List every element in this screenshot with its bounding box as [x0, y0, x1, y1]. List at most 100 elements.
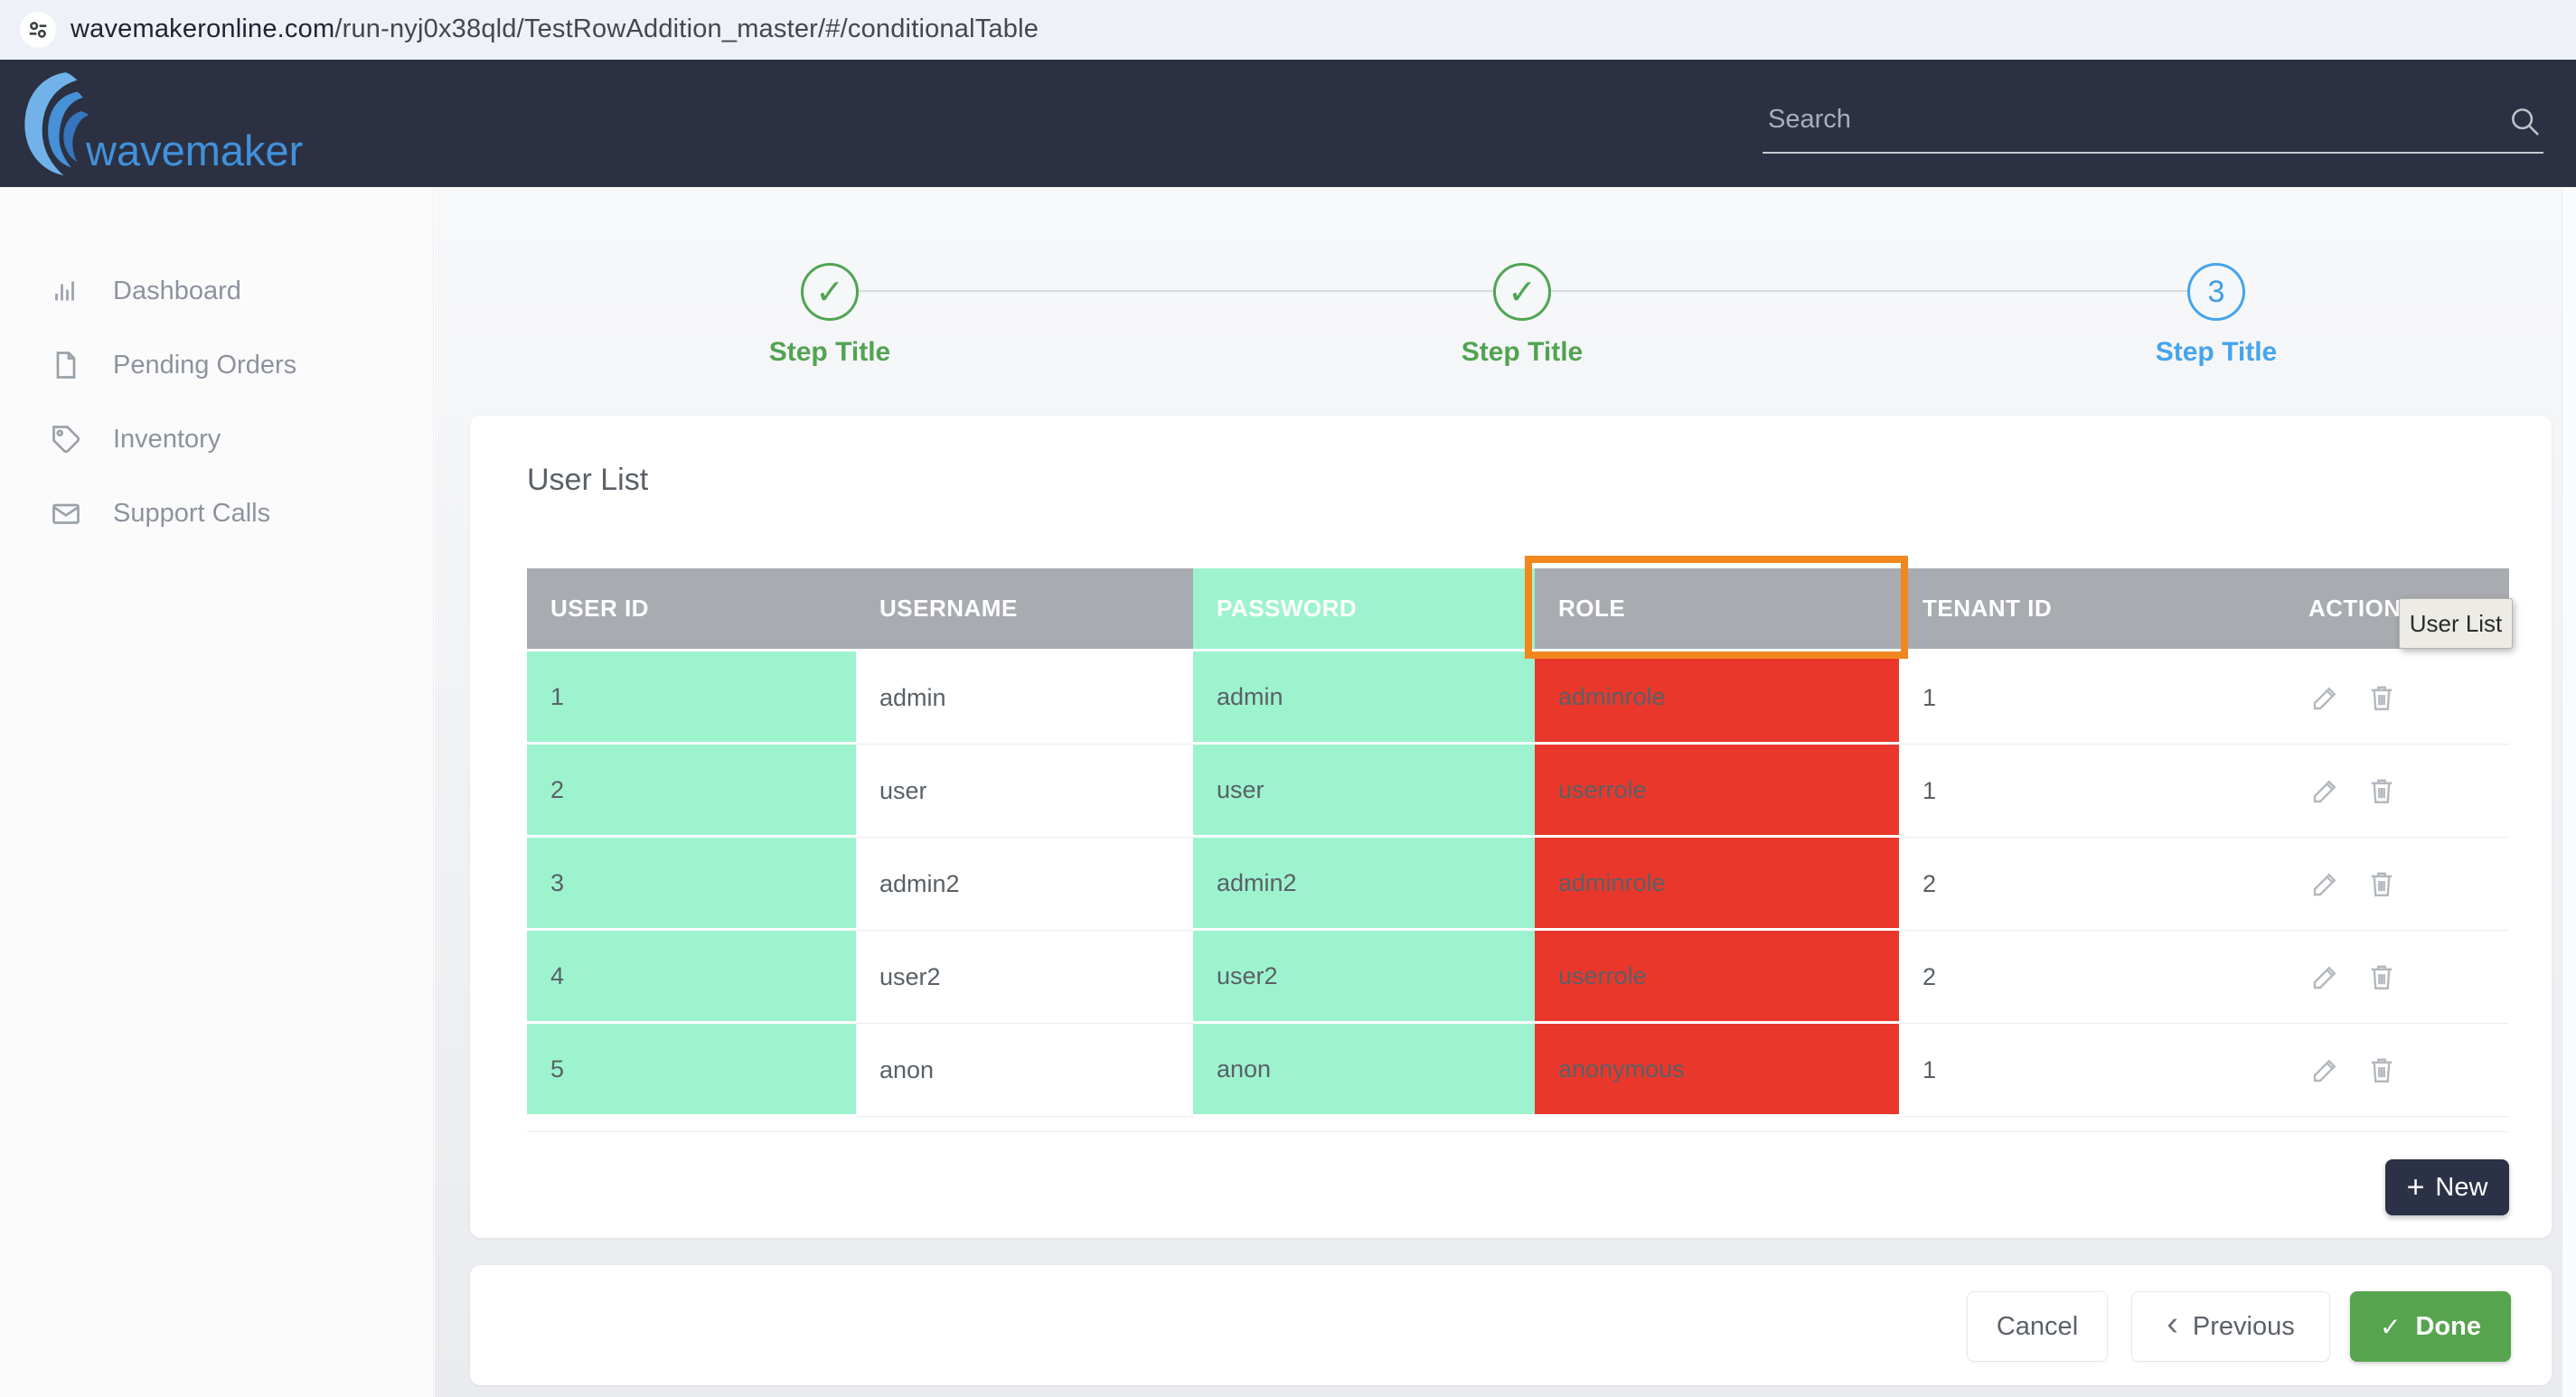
- cell-tenant_id: 1: [1899, 1024, 2220, 1117]
- url-path: /run-nyj0x38qld/TestRowAddition_master/#…: [334, 14, 1039, 43]
- user-table: USER ID USERNAME PASSWORD ROLE TENANT ID ACTI…: [527, 568, 2509, 1117]
- sidebar-item-label: Inventory: [113, 424, 221, 454]
- step-done-check-icon[interactable]: ✓: [801, 263, 859, 321]
- step-number-badge[interactable]: 3: [2187, 263, 2245, 321]
- sidebar-item-support-calls[interactable]: Support Calls: [0, 476, 433, 550]
- table-tooltip: User List: [2399, 598, 2513, 649]
- search-icon[interactable]: [2507, 104, 2542, 143]
- cell-username: admin2: [856, 838, 1193, 931]
- delete-row-button[interactable]: [2364, 960, 2399, 994]
- envelope-icon: [52, 503, 80, 524]
- sidebar-item-dashboard[interactable]: Dashboard: [0, 254, 433, 328]
- url-host: wavemakeronline.com: [71, 14, 335, 43]
- wizard-step-1[interactable]: ✓ Step Title: [694, 263, 965, 368]
- done-button[interactable]: ✓ Done: [2350, 1291, 2511, 1362]
- edit-row-button[interactable]: [2308, 867, 2343, 901]
- wizard-footer-bar: Cancel ‹ Previous ✓ Done: [470, 1265, 2552, 1385]
- trash-icon: [2371, 779, 2393, 803]
- cell-actions: [2220, 838, 2509, 931]
- cell-tenant_id: 2: [1899, 931, 2220, 1024]
- cell-actions: [2220, 931, 2509, 1024]
- tag-icon: [52, 426, 80, 454]
- column-header-tenant_id[interactable]: TENANT ID: [1899, 568, 2220, 652]
- logo-wordmark: wavemaker: [86, 127, 304, 174]
- address-bar[interactable]: wavemakeronline.com/run-nyj0x38qld/TestR…: [0, 0, 2576, 61]
- panel-divider: [527, 1131, 2509, 1132]
- site-settings-icon[interactable]: [20, 12, 56, 48]
- cell-user_id: 2: [527, 745, 856, 838]
- search-input[interactable]: [1763, 87, 2487, 152]
- cell-role: anonymous: [1535, 1024, 1899, 1117]
- trash-icon: [2371, 1058, 2393, 1083]
- delete-row-button[interactable]: [2364, 867, 2399, 901]
- column-header-username[interactable]: USERNAME: [856, 568, 1193, 652]
- cell-role: adminrole: [1535, 838, 1899, 931]
- cell-role: adminrole: [1535, 652, 1899, 745]
- trash-icon: [2371, 965, 2393, 989]
- cell-tenant_id: 1: [1899, 745, 2220, 838]
- cell-user_id: 5: [527, 1024, 856, 1117]
- chevron-left-icon: ‹: [2167, 1305, 2178, 1343]
- document-icon: [56, 352, 76, 379]
- cell-username: anon: [856, 1024, 1193, 1117]
- trash-icon: [2371, 686, 2393, 710]
- cell-tenant_id: 2: [1899, 838, 2220, 931]
- cell-actions: [2220, 745, 2509, 838]
- previous-button[interactable]: ‹ Previous: [2131, 1291, 2330, 1362]
- sidebar-item-label: Support Calls: [113, 498, 271, 528]
- sidebar-item-label: Pending Orders: [113, 350, 297, 380]
- step-done-check-icon[interactable]: ✓: [1493, 263, 1551, 321]
- cell-password: anon: [1193, 1024, 1535, 1117]
- edit-row-button[interactable]: [2308, 960, 2343, 994]
- wavemaker-wave-icon: [24, 72, 89, 175]
- sidebar-nav: Dashboard Pending Orders Inventory Suppo…: [0, 187, 434, 1397]
- wizard-step-2[interactable]: ✓ Step Title: [1387, 263, 1658, 368]
- column-header-password[interactable]: PASSWORD: [1193, 568, 1535, 652]
- cancel-button[interactable]: Cancel: [1967, 1291, 2108, 1362]
- delete-row-button[interactable]: [2364, 774, 2399, 808]
- check-icon: ✓: [2380, 1312, 2402, 1341]
- step-title: Step Title: [2155, 337, 2278, 367]
- cell-password: user2: [1193, 931, 1535, 1024]
- tune-icon: [29, 22, 47, 38]
- cell-password: admin: [1193, 652, 1535, 745]
- user-list-panel: User List USER ID USERNAME PASSWORD ROLE TEN…: [470, 416, 2552, 1238]
- cell-actions: [2220, 652, 2509, 745]
- plus-icon: +: [2406, 1170, 2425, 1205]
- cell-role: userrole: [1535, 931, 1899, 1024]
- panel-title: User List: [527, 463, 649, 497]
- delete-row-button[interactable]: [2364, 1053, 2399, 1087]
- bar-chart-icon: [55, 281, 74, 301]
- sidebar-item-label: Dashboard: [113, 276, 241, 305]
- pencil-icon: [2313, 1059, 2336, 1083]
- cell-password: user: [1193, 745, 1535, 838]
- sidebar-item-inventory[interactable]: Inventory: [0, 402, 433, 476]
- wizard-step-3[interactable]: 3 Step Title: [2081, 263, 2352, 368]
- pencil-icon: [2313, 687, 2336, 710]
- new-button[interactable]: + New: [2385, 1159, 2509, 1215]
- column-header-user_id[interactable]: USER ID: [527, 568, 856, 652]
- cell-username: admin: [856, 652, 1193, 745]
- app-logo[interactable]: wavemaker: [21, 70, 303, 177]
- edit-row-button[interactable]: [2308, 680, 2343, 715]
- search-box[interactable]: [1763, 87, 2543, 154]
- cell-password: admin2: [1193, 838, 1535, 931]
- delete-row-button[interactable]: [2364, 680, 2399, 715]
- cell-user_id: 3: [527, 838, 856, 931]
- pencil-icon: [2313, 966, 2336, 989]
- column-header-role[interactable]: ROLE: [1535, 568, 1899, 652]
- step-title: Step Title: [768, 337, 891, 367]
- vertical-scrollbar[interactable]: [2562, 187, 2576, 1397]
- cell-username: user: [856, 745, 1193, 838]
- pencil-icon: [2313, 780, 2336, 803]
- pencil-icon: [2313, 873, 2336, 896]
- sidebar-item-pending-orders[interactable]: Pending Orders: [0, 328, 433, 402]
- cell-tenant_id: 1: [1899, 652, 2220, 745]
- step-title: Step Title: [1461, 337, 1584, 367]
- edit-row-button[interactable]: [2308, 774, 2343, 808]
- cell-user_id: 4: [527, 931, 856, 1024]
- url-text[interactable]: wavemakeronline.com/run-nyj0x38qld/TestR…: [71, 0, 1039, 58]
- edit-row-button[interactable]: [2308, 1053, 2343, 1087]
- trash-icon: [2371, 872, 2393, 896]
